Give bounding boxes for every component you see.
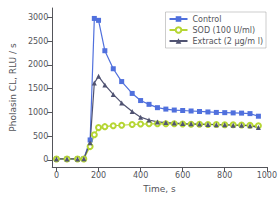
svg-text:500: 500 xyxy=(33,132,48,141)
svg-text:Pholasin CL, RLU / s: Pholasin CL, RLU / s xyxy=(8,43,18,132)
svg-text:Time, s: Time, s xyxy=(142,184,176,194)
svg-text:3000: 3000 xyxy=(28,13,48,22)
svg-text:200: 200 xyxy=(91,171,106,180)
svg-text:400: 400 xyxy=(133,171,148,180)
svg-text:Extract (2 µg/m l): Extract (2 µg/m l) xyxy=(193,37,264,46)
svg-text:2500: 2500 xyxy=(28,37,48,46)
svg-text:800: 800 xyxy=(217,171,232,180)
svg-text:600: 600 xyxy=(175,171,190,180)
svg-text:1500: 1500 xyxy=(28,84,48,93)
svg-text:SOD (100 U/ml): SOD (100 U/ml) xyxy=(193,26,256,35)
svg-text:Control: Control xyxy=(193,15,222,24)
svg-text:1000: 1000 xyxy=(257,171,277,180)
svg-text:2000: 2000 xyxy=(28,60,48,69)
svg-text:1000: 1000 xyxy=(28,108,48,117)
svg-text:0: 0 xyxy=(54,171,59,180)
svg-text:0: 0 xyxy=(43,155,48,164)
